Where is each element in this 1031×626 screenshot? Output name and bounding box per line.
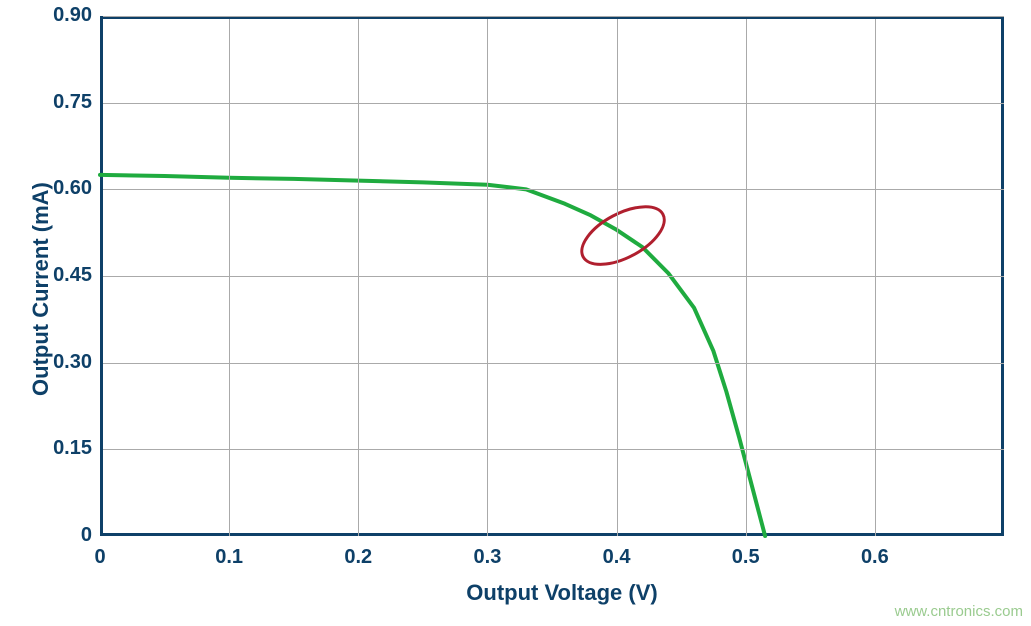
y-axis-title: Output Current (mA) [28,182,54,396]
y-tick-label: 0.75 [53,91,92,114]
grid-line-horizontal [103,189,1004,190]
grid-line-horizontal [103,363,1004,364]
iv-curve-line [100,175,765,536]
x-axis-title: Output Voltage (V) [452,580,672,606]
x-tick-label: 0 [80,546,120,569]
x-tick-label: 0.4 [597,546,637,569]
grid-line-horizontal [103,449,1004,450]
plot-svg [0,0,1031,626]
grid-line-vertical [358,19,359,536]
y-tick-label: 0.30 [53,351,92,374]
grid-line-vertical [746,19,747,536]
grid-line-vertical [617,19,618,536]
watermark-text: www.cntronics.com [895,603,1023,620]
x-tick-label: 0.3 [467,546,507,569]
iv-curve-chart: Output Current (mA) Output Voltage (V) w… [0,0,1031,626]
grid-line-vertical [229,19,230,536]
y-tick-label: 0.90 [53,4,92,27]
grid-line-vertical [875,19,876,536]
grid-line-horizontal [103,276,1004,277]
x-tick-label: 0.5 [726,546,766,569]
x-tick-label: 0.2 [338,546,378,569]
x-tick-label: 0.6 [855,546,895,569]
y-tick-label: 0 [81,524,92,547]
y-tick-label: 0.15 [53,437,92,460]
grid-line-horizontal [103,103,1004,104]
y-tick-label: 0.45 [53,264,92,287]
y-tick-label: 0.60 [53,177,92,200]
grid-line-vertical [487,19,488,536]
x-tick-label: 0.1 [209,546,249,569]
grid-line-horizontal [103,16,1004,17]
